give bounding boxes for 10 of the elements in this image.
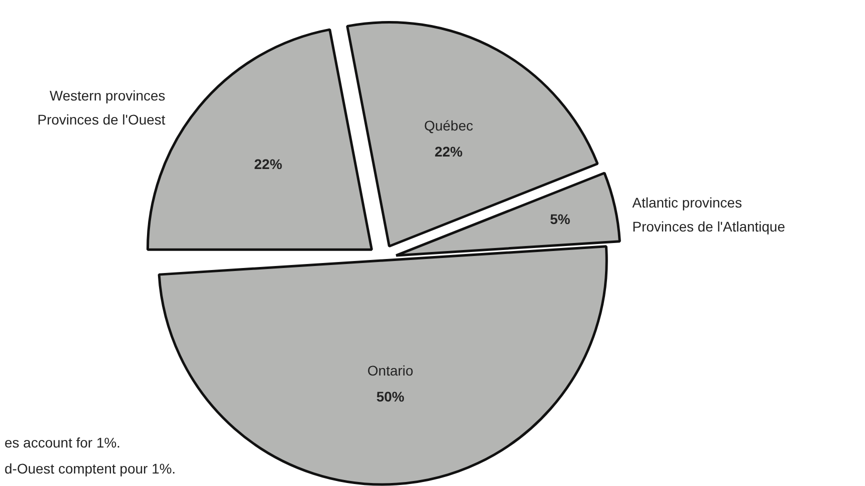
slice-label: Atlantic provinces Provinces de l'Atlantique [632, 194, 786, 235]
data-label: 5% [550, 210, 571, 227]
slice-label: Ontario [367, 362, 414, 378]
data-label: 22% [434, 143, 464, 160]
slice-label: Western provinces Provinces de l'Ouest [37, 87, 166, 128]
data-label: 50% [376, 388, 405, 404]
text: es account for 1%. [4, 434, 120, 450]
text: d-Ouest comptent pour 1%. [4, 460, 176, 476]
slice-label: Québec [424, 117, 474, 134]
data-label: 22% [254, 156, 283, 172]
